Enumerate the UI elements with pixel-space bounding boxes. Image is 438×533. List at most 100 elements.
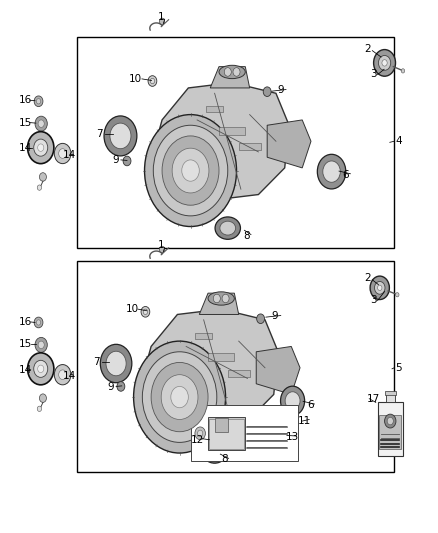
Circle shape [161, 375, 198, 419]
Text: 14: 14 [19, 365, 32, 375]
Text: 8: 8 [221, 455, 228, 464]
Ellipse shape [215, 217, 240, 239]
Circle shape [171, 386, 188, 408]
Circle shape [123, 156, 131, 166]
Circle shape [182, 160, 199, 181]
Bar [209, 419, 244, 449]
Polygon shape [142, 309, 278, 426]
Circle shape [36, 320, 41, 325]
Text: 5: 5 [395, 363, 402, 373]
Circle shape [172, 148, 209, 193]
Circle shape [141, 306, 150, 317]
Circle shape [195, 427, 205, 440]
Ellipse shape [285, 392, 300, 410]
Circle shape [198, 430, 203, 437]
Ellipse shape [110, 123, 131, 149]
Circle shape [38, 341, 44, 349]
Circle shape [28, 353, 54, 385]
Circle shape [34, 139, 48, 156]
Text: 8: 8 [243, 231, 250, 240]
Text: 6: 6 [343, 170, 350, 180]
Polygon shape [210, 67, 250, 88]
Circle shape [159, 18, 165, 25]
Bar [206, 106, 223, 112]
Text: 15: 15 [18, 118, 32, 127]
Text: 9: 9 [277, 85, 284, 94]
Text: 9: 9 [272, 311, 279, 320]
Ellipse shape [280, 386, 305, 416]
Circle shape [382, 60, 387, 66]
Circle shape [374, 281, 385, 294]
Circle shape [38, 144, 44, 151]
Bar [379, 415, 401, 449]
Polygon shape [199, 293, 239, 314]
Circle shape [387, 417, 393, 425]
Circle shape [54, 365, 71, 385]
Circle shape [378, 55, 391, 70]
Circle shape [162, 136, 219, 205]
Ellipse shape [106, 351, 126, 376]
Circle shape [142, 352, 217, 442]
Circle shape [143, 309, 148, 314]
Bar [208, 353, 234, 361]
Bar [239, 143, 261, 150]
Circle shape [159, 246, 165, 253]
Bar [208, 417, 245, 450]
Text: 11: 11 [298, 416, 311, 426]
Text: 4: 4 [395, 136, 402, 146]
Text: 1: 1 [158, 12, 165, 22]
Ellipse shape [203, 443, 226, 463]
Polygon shape [256, 346, 300, 394]
Circle shape [222, 294, 229, 303]
Circle shape [257, 314, 265, 324]
Text: 10: 10 [128, 74, 141, 84]
Text: 1: 1 [158, 240, 165, 250]
Text: 14: 14 [63, 150, 76, 159]
Circle shape [150, 78, 155, 84]
Text: 15: 15 [19, 340, 32, 349]
Text: 9: 9 [107, 383, 114, 392]
Text: 13: 13 [286, 432, 299, 442]
Circle shape [38, 120, 44, 127]
Circle shape [224, 68, 231, 76]
Circle shape [233, 68, 240, 76]
Text: 2: 2 [364, 273, 371, 283]
Bar [215, 418, 228, 432]
Polygon shape [153, 83, 289, 200]
Polygon shape [267, 120, 311, 168]
Text: 16: 16 [19, 317, 32, 327]
Text: 7: 7 [93, 358, 100, 367]
Ellipse shape [317, 155, 346, 189]
Ellipse shape [219, 65, 245, 79]
Circle shape [59, 149, 67, 158]
Circle shape [153, 125, 228, 216]
Text: 16: 16 [19, 95, 32, 105]
Circle shape [151, 362, 208, 432]
Circle shape [28, 132, 54, 164]
Ellipse shape [208, 292, 234, 305]
Text: 2: 2 [364, 44, 371, 54]
Circle shape [370, 276, 389, 300]
Text: 3: 3 [370, 295, 377, 304]
Circle shape [134, 341, 226, 453]
Circle shape [385, 414, 396, 428]
Circle shape [34, 96, 43, 107]
Bar [378, 402, 403, 456]
Bar [77, 37, 394, 248]
Circle shape [148, 76, 157, 86]
Circle shape [401, 69, 405, 73]
Ellipse shape [323, 161, 340, 182]
Circle shape [145, 115, 237, 227]
Circle shape [36, 99, 41, 104]
Text: 9: 9 [112, 155, 119, 165]
Text: 7: 7 [96, 130, 103, 139]
Circle shape [34, 317, 43, 328]
Circle shape [59, 370, 67, 379]
Ellipse shape [104, 116, 137, 156]
Bar [195, 333, 212, 339]
Text: 12: 12 [191, 435, 204, 445]
Text: 14: 14 [19, 143, 32, 153]
Text: 10: 10 [126, 304, 139, 314]
Bar [386, 394, 395, 402]
Ellipse shape [220, 221, 236, 235]
